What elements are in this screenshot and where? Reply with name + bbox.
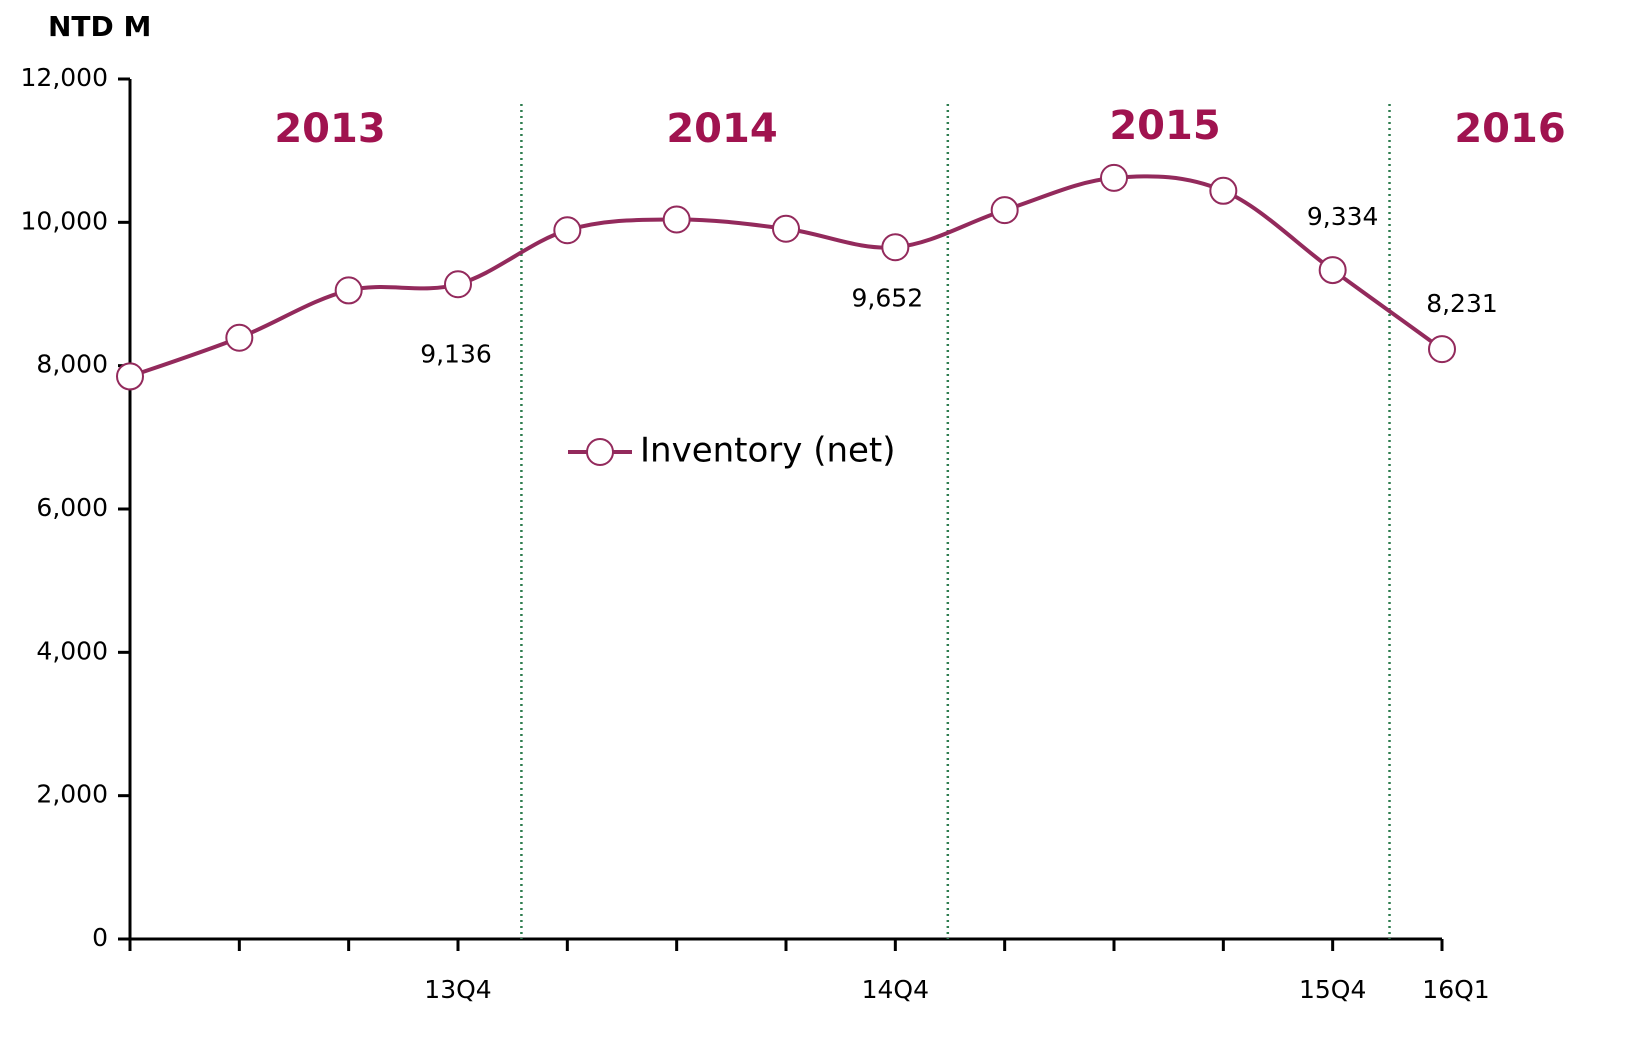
- y-tick-label: 4,000: [36, 636, 108, 665]
- year-label: 2015: [1109, 103, 1220, 149]
- year-label: 2016: [1454, 106, 1565, 152]
- data-point: [225, 323, 254, 352]
- year-label: 2013: [274, 106, 385, 152]
- data-point: [881, 233, 910, 262]
- data-point: [334, 276, 363, 305]
- data-point: [662, 205, 691, 234]
- series-line: [129, 174, 1444, 379]
- x-tick-label: 15Q4: [1299, 975, 1366, 1004]
- x-tick-label: 14Q4: [862, 975, 929, 1004]
- legend-label: Inventory (net): [640, 431, 896, 471]
- data-label: 9,652: [852, 283, 924, 312]
- unit-label: NTD M: [48, 10, 151, 43]
- y-tick-label: 10,000: [21, 206, 108, 235]
- data-label: 8,231: [1426, 289, 1498, 318]
- data-point: [116, 362, 144, 391]
- data-point: [772, 214, 800, 243]
- data-point: [1100, 163, 1128, 192]
- data-point: [1209, 176, 1238, 205]
- x-tick-label: 16Q1: [1422, 975, 1489, 1004]
- y-tick-label: 0: [92, 923, 108, 952]
- data-point: [444, 270, 472, 299]
- y-tick-label: 2,000: [36, 780, 108, 809]
- year-label: 2014: [666, 106, 777, 152]
- data-point: [1428, 335, 1456, 364]
- y-tick-label: 12,000: [21, 63, 108, 92]
- y-tick-label: 8,000: [36, 350, 108, 379]
- y-tick-label: 6,000: [36, 493, 108, 522]
- data-point: [1318, 256, 1347, 285]
- data-point: [990, 196, 1019, 225]
- data-point: [553, 216, 582, 245]
- data-label: 9,334: [1307, 202, 1379, 231]
- x-tick-label: 13Q4: [424, 975, 491, 1004]
- data-label: 9,136: [420, 339, 492, 368]
- legend-marker: [586, 438, 614, 466]
